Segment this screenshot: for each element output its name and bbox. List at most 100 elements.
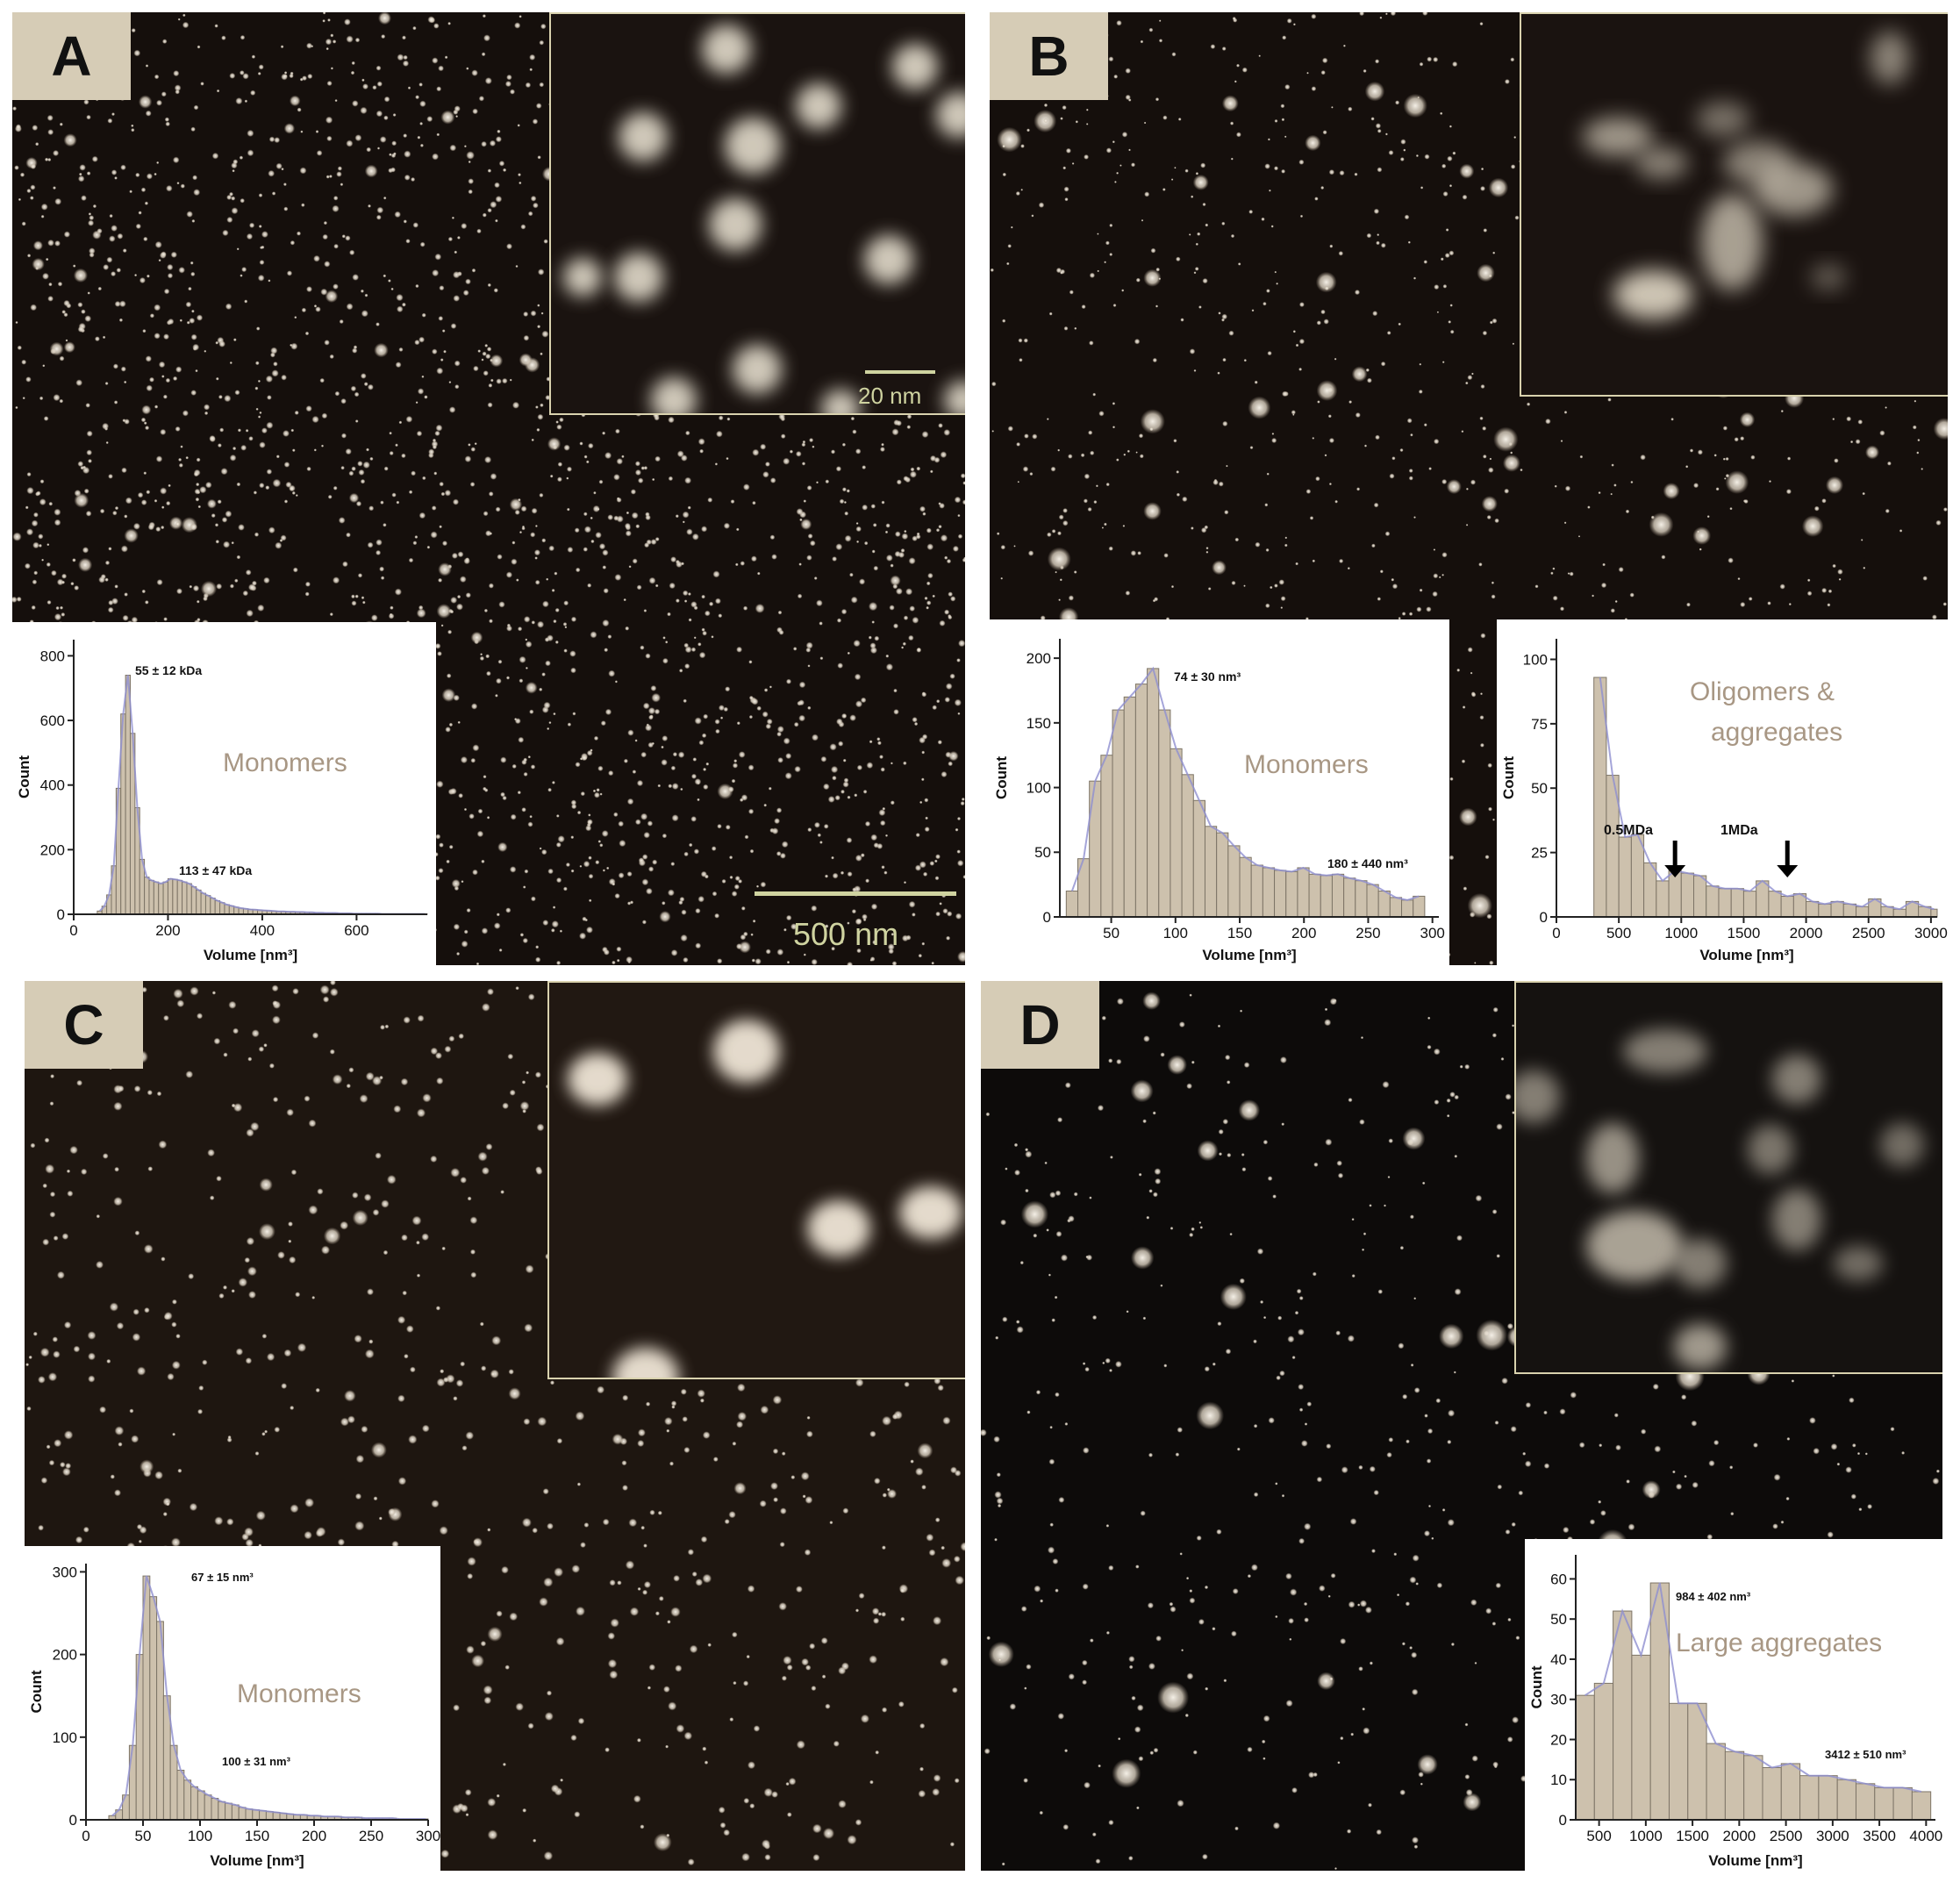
afm-particle (304, 581, 311, 587)
afm-particle (158, 259, 161, 262)
afm-particle (47, 239, 54, 247)
afm-particle (681, 562, 684, 566)
afm-particle (802, 1494, 806, 1499)
afm-particle (643, 831, 650, 839)
afm-particle (1112, 426, 1116, 429)
afm-particle (363, 1193, 372, 1202)
afm-particle (749, 848, 755, 854)
afm-particle (131, 124, 134, 127)
afm-particle (941, 1557, 952, 1568)
afm-particle (167, 273, 174, 279)
afm-particle (1218, 481, 1224, 487)
afm-particle (434, 875, 440, 881)
afm-particle (1309, 516, 1314, 520)
afm-particle (797, 593, 803, 599)
afm-particle (608, 669, 616, 677)
afm-particle (111, 112, 115, 117)
afm-particle (521, 1080, 526, 1085)
afm-particle (223, 541, 231, 548)
afm-particle (637, 477, 644, 483)
afm-particle (903, 881, 907, 884)
afm-particle (352, 1209, 368, 1226)
afm-particle (132, 1333, 141, 1342)
afm-particle (1438, 576, 1441, 579)
afm-particle (604, 452, 612, 460)
afm-particle (570, 835, 575, 840)
zoom-particle (1583, 118, 1653, 156)
afm-particle (178, 267, 185, 274)
afm-particle (31, 519, 39, 527)
arrow-head (1664, 865, 1686, 877)
afm-particle (701, 627, 705, 632)
afm-particle (1661, 555, 1666, 560)
afm-particle (99, 1406, 107, 1414)
afm-particle (32, 579, 38, 585)
afm-particle (1440, 111, 1443, 115)
afm-particle (860, 853, 865, 858)
afm-particle (350, 385, 357, 392)
afm-particle (640, 813, 648, 820)
afm-particle (755, 958, 762, 965)
afm-particle (1074, 326, 1077, 330)
afm-particle (485, 654, 490, 659)
afm-particle (259, 260, 265, 265)
afm-particle (74, 492, 89, 508)
afm-particle (714, 598, 721, 605)
afm-particle (419, 100, 426, 108)
afm-particle (283, 206, 289, 211)
afm-particle (205, 481, 212, 489)
afm-particle (719, 716, 724, 719)
afm-particle (261, 1333, 268, 1339)
afm-particle (441, 1246, 447, 1251)
afm-particle (114, 176, 118, 180)
afm-particle (496, 378, 502, 384)
afm-particle (168, 483, 171, 488)
afm-particle (634, 469, 642, 476)
afm-particle (1010, 226, 1013, 229)
afm-particle (596, 788, 600, 792)
afm-particle (108, 474, 113, 479)
afm-particle (885, 523, 891, 528)
afm-particle (587, 583, 592, 588)
afm-particle (1377, 597, 1382, 601)
afm-particle (562, 886, 568, 891)
afm-particle (725, 686, 731, 692)
afm-particle (1629, 592, 1635, 598)
afm-particle (1085, 123, 1089, 125)
afm-particle (401, 453, 406, 459)
afm-particle (811, 1686, 817, 1692)
afm-particle (196, 314, 204, 321)
afm-particle (687, 1549, 695, 1556)
afm-particle (766, 718, 773, 725)
afm-particle (351, 594, 355, 599)
afm-particle (838, 1800, 847, 1808)
afm-particle (133, 49, 141, 57)
afm-particle (322, 19, 325, 23)
y-tick-label: 800 (40, 648, 65, 664)
afm-particle (53, 394, 61, 402)
afm-particle (1488, 177, 1509, 198)
afm-particle (114, 300, 121, 307)
afm-particle (588, 873, 594, 879)
afm-particle (315, 1387, 320, 1393)
afm-particle (546, 577, 549, 581)
afm-particle (295, 1292, 301, 1298)
afm-particle (417, 135, 421, 140)
afm-particle (614, 680, 619, 684)
afm-particle (1058, 514, 1064, 520)
afm-particle (680, 1388, 687, 1395)
afm-particle (1492, 818, 1495, 821)
afm-particle (25, 1363, 30, 1367)
afm-particle (742, 605, 748, 611)
afm-particle (555, 814, 560, 818)
afm-particle (937, 1385, 944, 1392)
afm-particle (1105, 147, 1112, 154)
afm-particle (612, 882, 616, 886)
afm-particle (42, 1238, 50, 1246)
afm-particle (505, 571, 513, 578)
afm-particle (508, 1369, 514, 1375)
afm-particle (180, 445, 183, 448)
afm-particle (1152, 598, 1156, 603)
afm-particle (606, 866, 610, 870)
afm-particle (841, 789, 845, 794)
